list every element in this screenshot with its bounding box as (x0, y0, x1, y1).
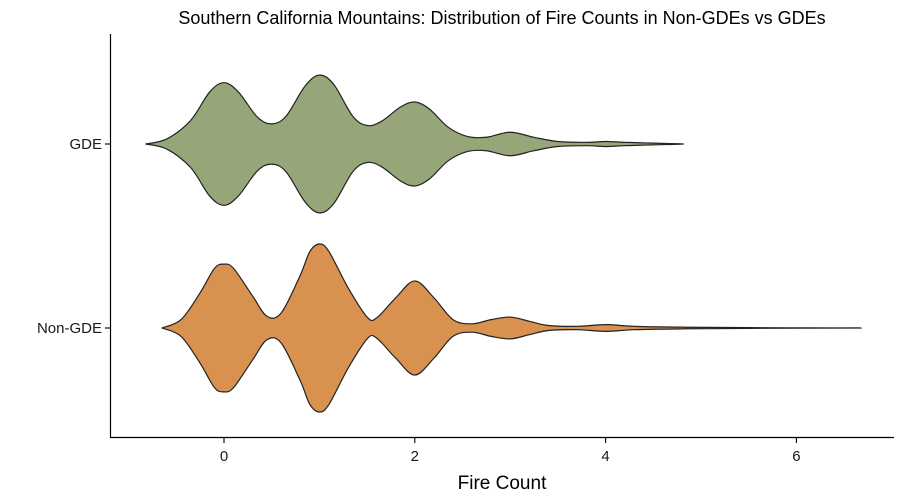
violin-gde (145, 74, 685, 214)
violin-non-gde (161, 243, 862, 413)
chart-title: Southern California Mountains: Distribut… (178, 8, 825, 28)
y-tick-label-non-gde: Non-GDE (37, 320, 102, 337)
x-tick-label-6: 6 (792, 448, 800, 465)
y-ticks-group: Non-GDE GDE (37, 136, 110, 337)
violins-group (145, 74, 862, 413)
x-tick-label-4: 4 (601, 448, 609, 465)
x-axis-title: Fire Count (458, 473, 547, 491)
y-tick-label-gde: GDE (69, 136, 102, 153)
x-ticks-group: 0 2 4 6 (220, 438, 801, 465)
x-tick-label-2: 2 (411, 448, 419, 465)
x-tick-label-0: 0 (220, 448, 228, 465)
